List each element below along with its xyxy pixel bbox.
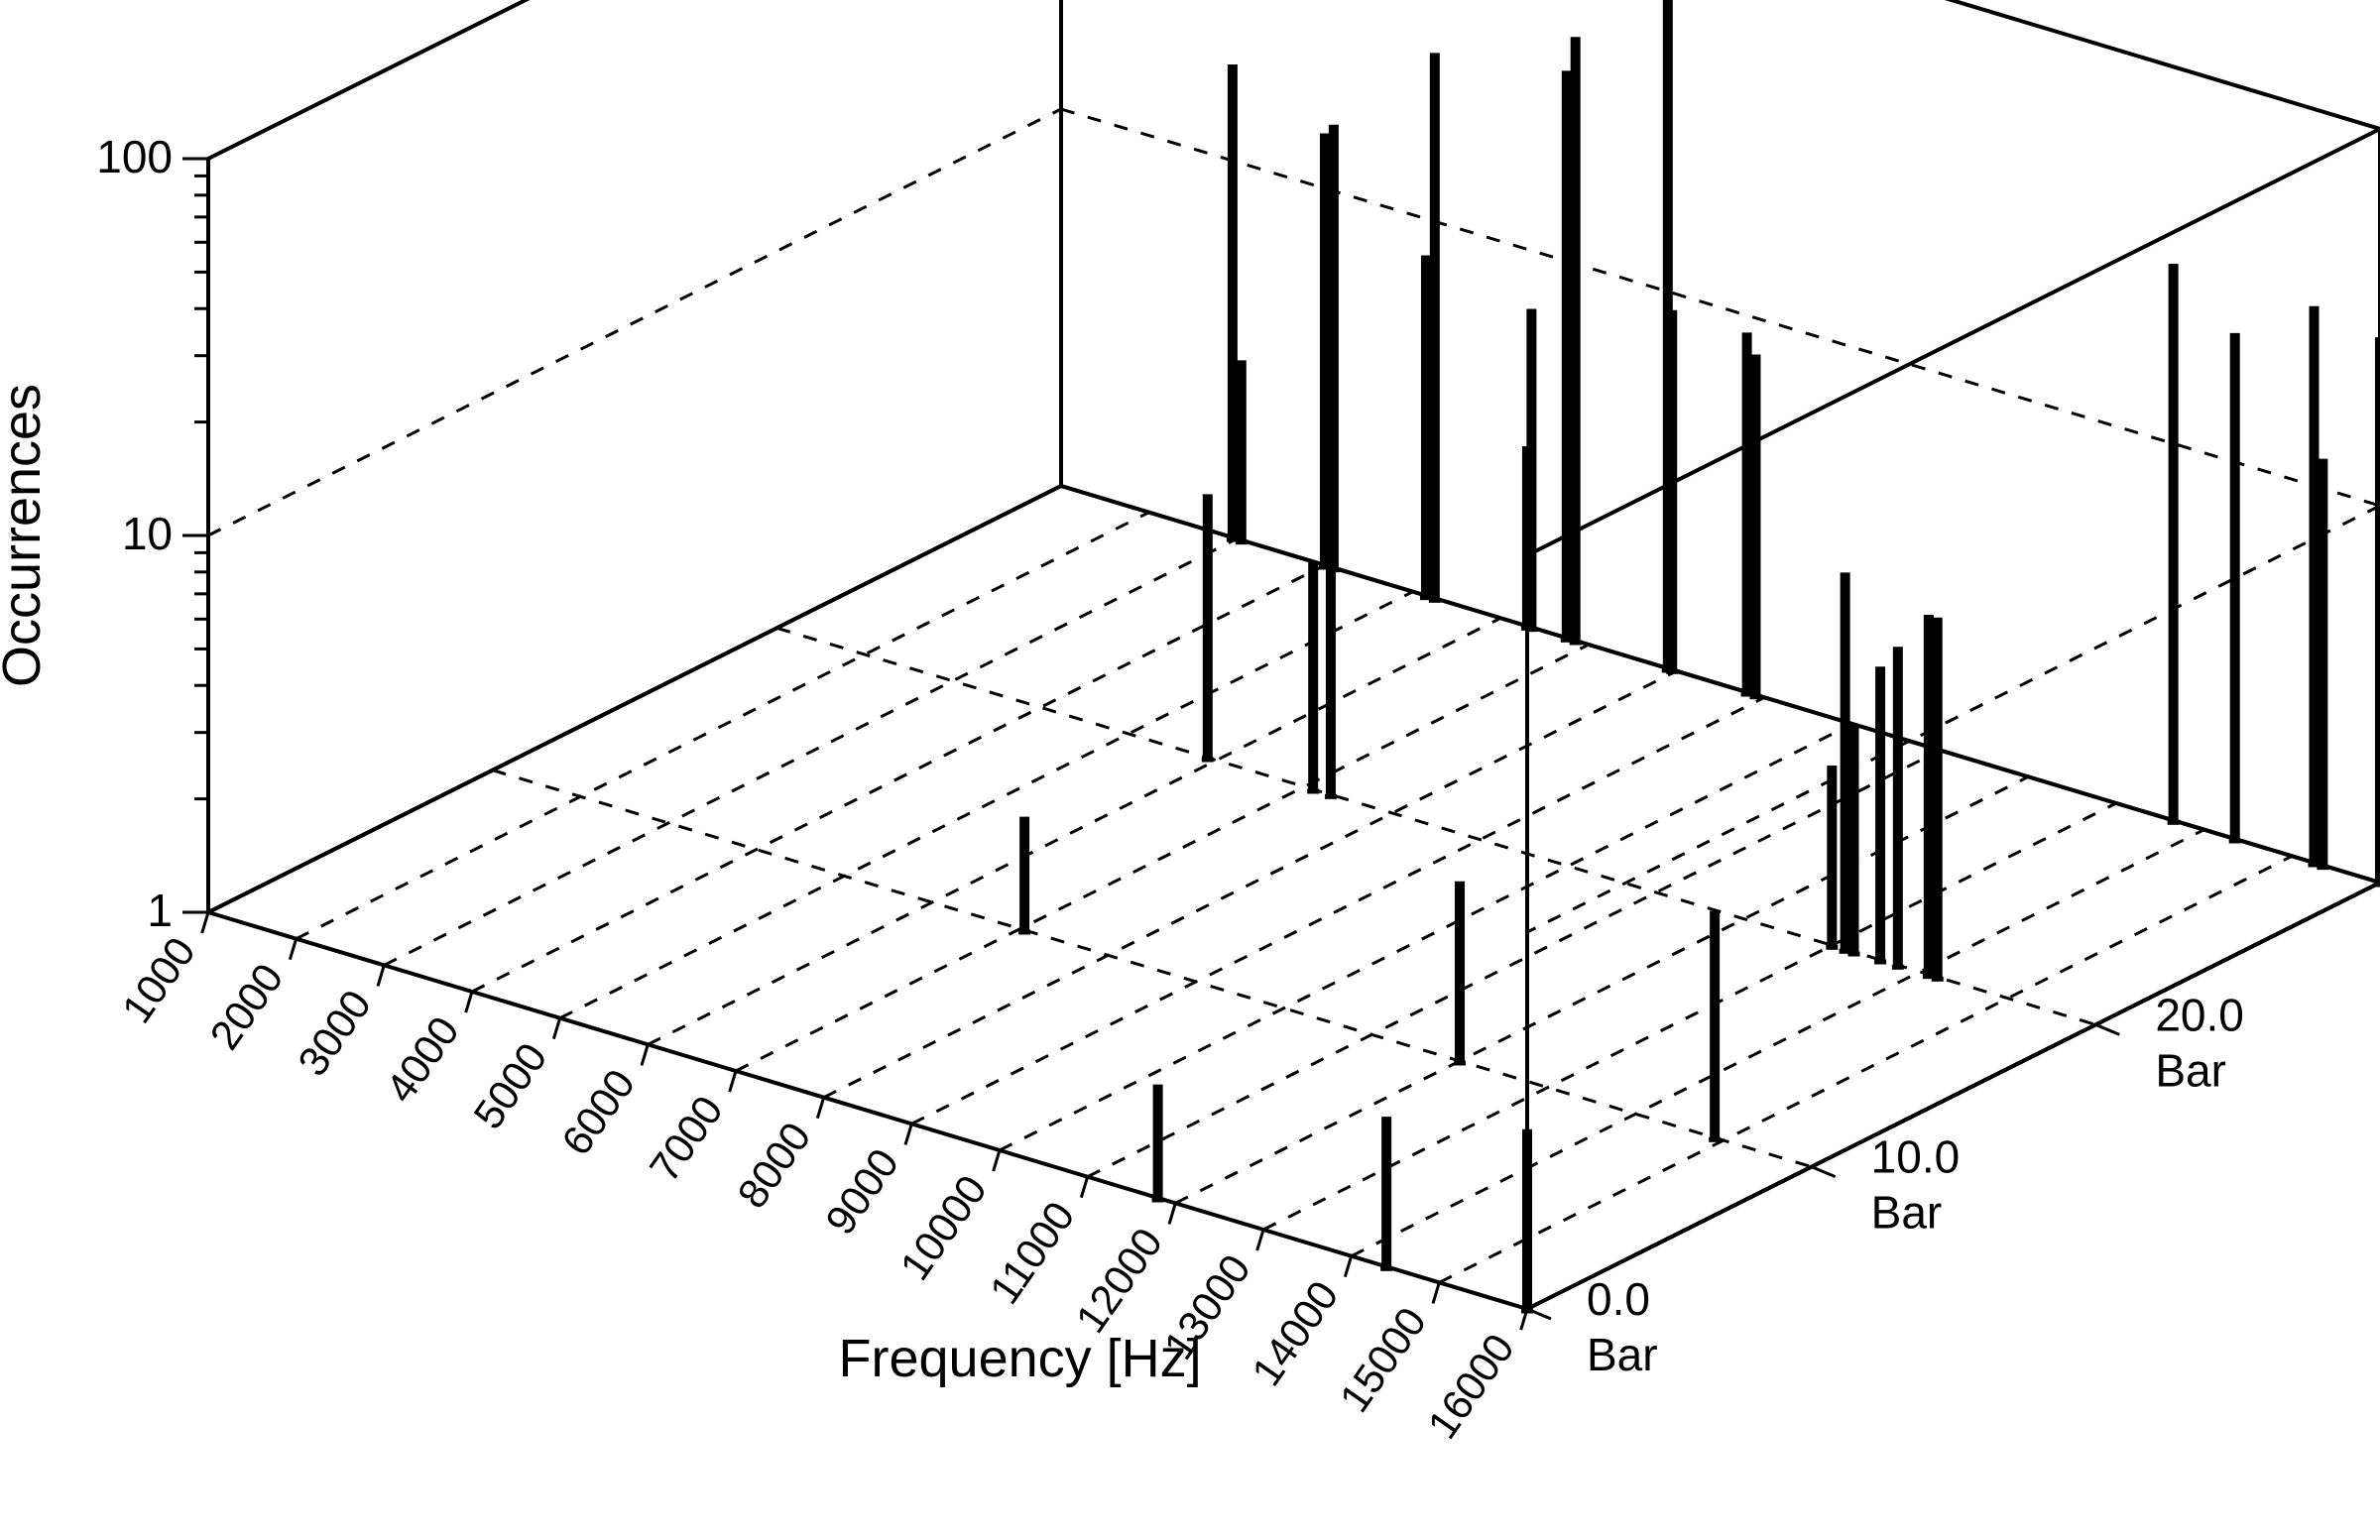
z-tick-label: 1 (147, 885, 173, 936)
axes (208, 0, 2380, 1309)
x-tick-label: 16000 (1418, 1326, 1522, 1448)
y-tick-suffix: Bar (1871, 1187, 1943, 1239)
x-tick-label: 10000 (891, 1167, 995, 1289)
y-tick-suffix: Bar (2155, 1044, 2226, 1096)
x-tick-label: 12000 (1067, 1220, 1171, 1342)
x-tick-label: 14000 (1243, 1272, 1347, 1394)
x-tick-label: 1000 (113, 929, 204, 1031)
occurrences-3d-bar-chart: 1 10 100 1000200030004000500060007000800090… (0, 0, 2380, 1540)
x-tick-label: 2000 (200, 955, 292, 1057)
axis-ticks: 1 10 100 1000200030004000500060007000800090… (96, 131, 2380, 1447)
y-tick-suffix: Bar (1587, 1329, 1658, 1380)
floor-grid (208, 486, 2380, 1309)
x-tick-label: 11000 (981, 1193, 1084, 1312)
x-tick-label: 6000 (552, 1061, 644, 1163)
x-tick-label: 15000 (1331, 1299, 1435, 1421)
x-tick-label: 8000 (728, 1114, 819, 1216)
x-tick-label: 7000 (641, 1088, 732, 1190)
x-tick-label: 9000 (816, 1140, 907, 1243)
y-tick-label: 0.0 (1587, 1273, 1650, 1325)
x-tick-label: 4000 (377, 1008, 468, 1111)
z-axis-label: Occurrences (0, 384, 52, 687)
y-tick-label: 20.0 (2155, 989, 2244, 1040)
y-tick-label: 10.0 (1871, 1131, 1961, 1183)
x-tick-label: 3000 (289, 982, 380, 1084)
x-axis-label: Frequency [Hz] (839, 1329, 1202, 1388)
bars (1018, 0, 2380, 1311)
z-tick-label: 10 (122, 508, 173, 559)
back-wall-grid (208, 0, 2380, 1309)
z-tick-label: 100 (96, 131, 173, 182)
x-tick-label: 5000 (464, 1034, 555, 1136)
